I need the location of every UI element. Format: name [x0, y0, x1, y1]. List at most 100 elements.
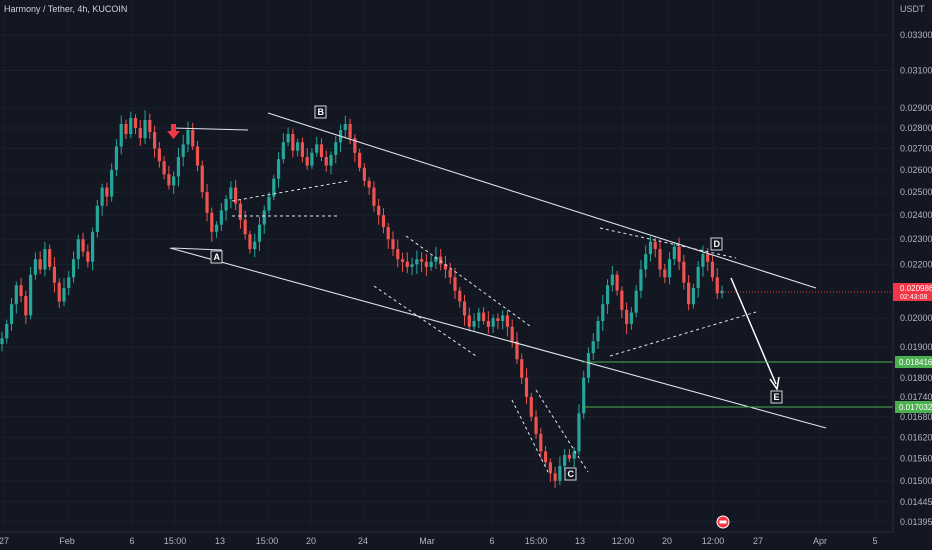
candle[interactable]: [286, 127, 290, 147]
candle[interactable]: [200, 160, 204, 199]
candle[interactable]: [386, 222, 390, 249]
candle[interactable]: [157, 142, 161, 168]
candle[interactable]: [520, 353, 524, 385]
candle[interactable]: [362, 163, 366, 187]
candle[interactable]: [95, 200, 99, 238]
candle[interactable]: [501, 310, 505, 330]
candle[interactable]: [410, 257, 414, 276]
candle[interactable]: [224, 194, 228, 221]
candle[interactable]: [524, 368, 529, 405]
candle[interactable]: [591, 332, 595, 360]
candle[interactable]: [477, 307, 481, 329]
candle[interactable]: [124, 119, 128, 140]
candle[interactable]: [348, 118, 352, 145]
candle[interactable]: [272, 174, 276, 201]
candle[interactable]: [214, 221, 219, 238]
candle[interactable]: [615, 270, 619, 296]
candle[interactable]: [229, 181, 233, 209]
candle[interactable]: [234, 180, 238, 211]
candle[interactable]: [596, 316, 600, 349]
candle[interactable]: [62, 278, 66, 307]
triangle-d-upper-dashed[interactable]: [599, 227, 737, 259]
candle[interactable]: [324, 150, 328, 172]
candle[interactable]: [52, 257, 57, 293]
candle[interactable]: [639, 259, 643, 299]
candle[interactable]: [601, 294, 605, 331]
candle[interactable]: [648, 236, 653, 262]
candle[interactable]: [143, 110, 147, 144]
candle[interactable]: [24, 290, 28, 325]
price-axis[interactable]: USDT 0.0330000.0310000.0290000.0280000.0…: [892, 0, 932, 532]
candle[interactable]: [496, 313, 500, 329]
candle[interactable]: [358, 148, 362, 172]
candle[interactable]: [405, 252, 409, 274]
pattern-point-b[interactable]: B: [314, 105, 327, 119]
candle[interactable]: [29, 266, 33, 320]
candle[interactable]: [372, 181, 376, 212]
candle[interactable]: [605, 279, 610, 315]
candle[interactable]: [243, 210, 247, 240]
candle[interactable]: [319, 138, 324, 162]
candle[interactable]: [696, 260, 700, 298]
candle[interactable]: [677, 237, 681, 271]
candle[interactable]: [148, 113, 152, 139]
candle[interactable]: [315, 136, 319, 157]
candle[interactable]: [448, 262, 452, 284]
candle[interactable]: [377, 198, 381, 225]
leg-c-left-dashed[interactable]: [511, 399, 549, 473]
candle[interactable]: [472, 313, 476, 332]
candle[interactable]: [138, 120, 142, 147]
candle[interactable]: [162, 156, 166, 180]
horizontal-ray-low[interactable]: [171, 247, 223, 251]
candle[interactable]: [381, 208, 386, 234]
candle[interactable]: [391, 231, 395, 256]
candle[interactable]: [396, 239, 400, 268]
candle[interactable]: [715, 267, 719, 300]
candle[interactable]: [539, 427, 543, 459]
candle[interactable]: [343, 115, 347, 138]
candle[interactable]: [181, 134, 185, 167]
candle[interactable]: [458, 286, 462, 308]
candle[interactable]: [572, 447, 576, 468]
candle[interactable]: [710, 255, 715, 282]
candle[interactable]: [262, 205, 266, 234]
candle[interactable]: [114, 139, 119, 177]
wedge-upper-dashed[interactable]: [405, 235, 531, 327]
candle[interactable]: [429, 255, 433, 271]
candle[interactable]: [644, 245, 648, 278]
candle[interactable]: [400, 252, 405, 272]
candle[interactable]: [100, 183, 104, 216]
candle[interactable]: [172, 171, 176, 194]
candle[interactable]: [534, 410, 538, 439]
candle[interactable]: [276, 152, 281, 188]
candle[interactable]: [281, 133, 285, 164]
candle[interactable]: [38, 251, 42, 274]
candle[interactable]: [567, 449, 572, 463]
candle[interactable]: [305, 148, 309, 170]
candle[interactable]: [291, 128, 295, 158]
candle[interactable]: [701, 245, 705, 277]
leg-c-right-dashed[interactable]: [535, 389, 589, 473]
candle[interactable]: [152, 125, 157, 158]
wedge-lower-dashed[interactable]: [373, 285, 477, 357]
candle[interactable]: [253, 233, 257, 258]
drawings-layer[interactable]: [169, 112, 827, 473]
candle[interactable]: [90, 227, 95, 271]
candle[interactable]: [634, 285, 638, 318]
candle[interactable]: [620, 286, 624, 319]
candle[interactable]: [658, 239, 662, 278]
candle[interactable]: [481, 307, 486, 325]
candle[interactable]: [176, 147, 181, 187]
candle[interactable]: [195, 140, 200, 172]
candle[interactable]: [415, 250, 419, 275]
candle[interactable]: [691, 283, 695, 309]
candle[interactable]: [5, 319, 9, 344]
candle[interactable]: [210, 207, 214, 242]
candle[interactable]: [191, 122, 195, 151]
candle[interactable]: [529, 392, 533, 422]
candle[interactable]: [586, 347, 591, 383]
candle[interactable]: [505, 309, 510, 337]
candle[interactable]: [424, 254, 428, 276]
channel-lower-line[interactable]: [169, 247, 827, 429]
